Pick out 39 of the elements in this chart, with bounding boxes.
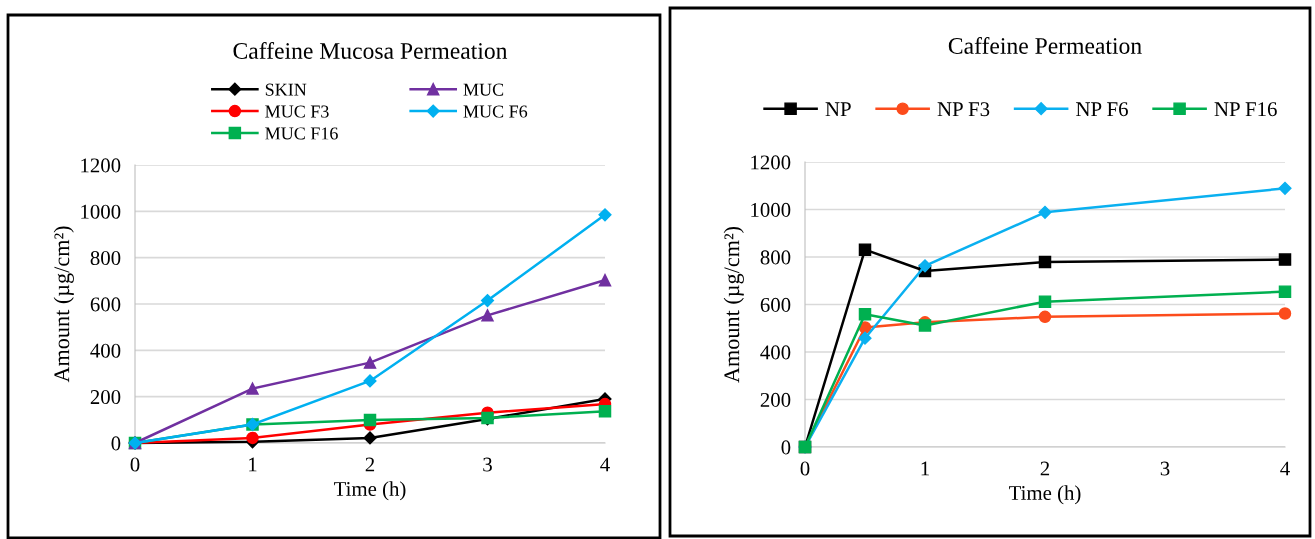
y-tick-label: 0 xyxy=(111,436,121,451)
y-tick-label: 400 xyxy=(90,343,121,358)
y-tick-label: 200 xyxy=(90,390,121,405)
y-tick-label: 400 xyxy=(760,345,791,360)
y-tick-label: 1000 xyxy=(751,202,791,217)
legend-label: NP xyxy=(825,102,851,117)
legend-label: SKIN xyxy=(265,83,307,96)
legend-label: MUC xyxy=(463,83,504,96)
x-tick-label: 3 xyxy=(1160,461,1170,476)
legend-label: NP F6 xyxy=(1076,102,1128,117)
y-tick-label: 1200 xyxy=(751,155,791,170)
y-tick-label: 1000 xyxy=(81,204,121,219)
x-tick-label: 1 xyxy=(921,461,929,476)
y-axis-title: Amount (µg/cm²) xyxy=(723,226,744,383)
legend-label: NP F3 xyxy=(937,102,990,117)
x-tick-label: 2 xyxy=(1040,461,1050,476)
x-tick-label: 1 xyxy=(249,457,257,472)
x-tick-label: 4 xyxy=(600,457,610,472)
legend-label: MUC F16 xyxy=(265,127,338,140)
y-tick-label: 0 xyxy=(781,440,791,455)
y-tick-label: 200 xyxy=(760,392,791,407)
x-tick-label: 0 xyxy=(130,457,140,472)
y-tick-label: 800 xyxy=(760,250,791,265)
legend-label: MUC F6 xyxy=(463,105,528,118)
y-tick-label: 800 xyxy=(90,251,121,266)
x-tick-label: 4 xyxy=(1280,461,1290,476)
x-axis-title: Time (h) xyxy=(1009,485,1081,505)
legend-label: MUC F3 xyxy=(265,105,329,118)
y-tick-label: 1200 xyxy=(81,158,121,173)
chart-title: Caffeine Permeation xyxy=(948,37,1142,54)
x-tick-label: 3 xyxy=(483,457,492,472)
y-axis-title: Amount (µg/cm²) xyxy=(53,226,74,383)
y-tick-label: 600 xyxy=(760,297,791,312)
x-tick-label: 0 xyxy=(800,461,810,476)
chart-title: Caffeine Mucosa Permeation xyxy=(233,42,508,59)
legend-label: NP F16 xyxy=(1214,102,1277,117)
x-tick-label: 2 xyxy=(365,457,375,472)
x-axis-title: Time (h) xyxy=(334,481,406,501)
y-tick-label: 600 xyxy=(90,297,121,312)
